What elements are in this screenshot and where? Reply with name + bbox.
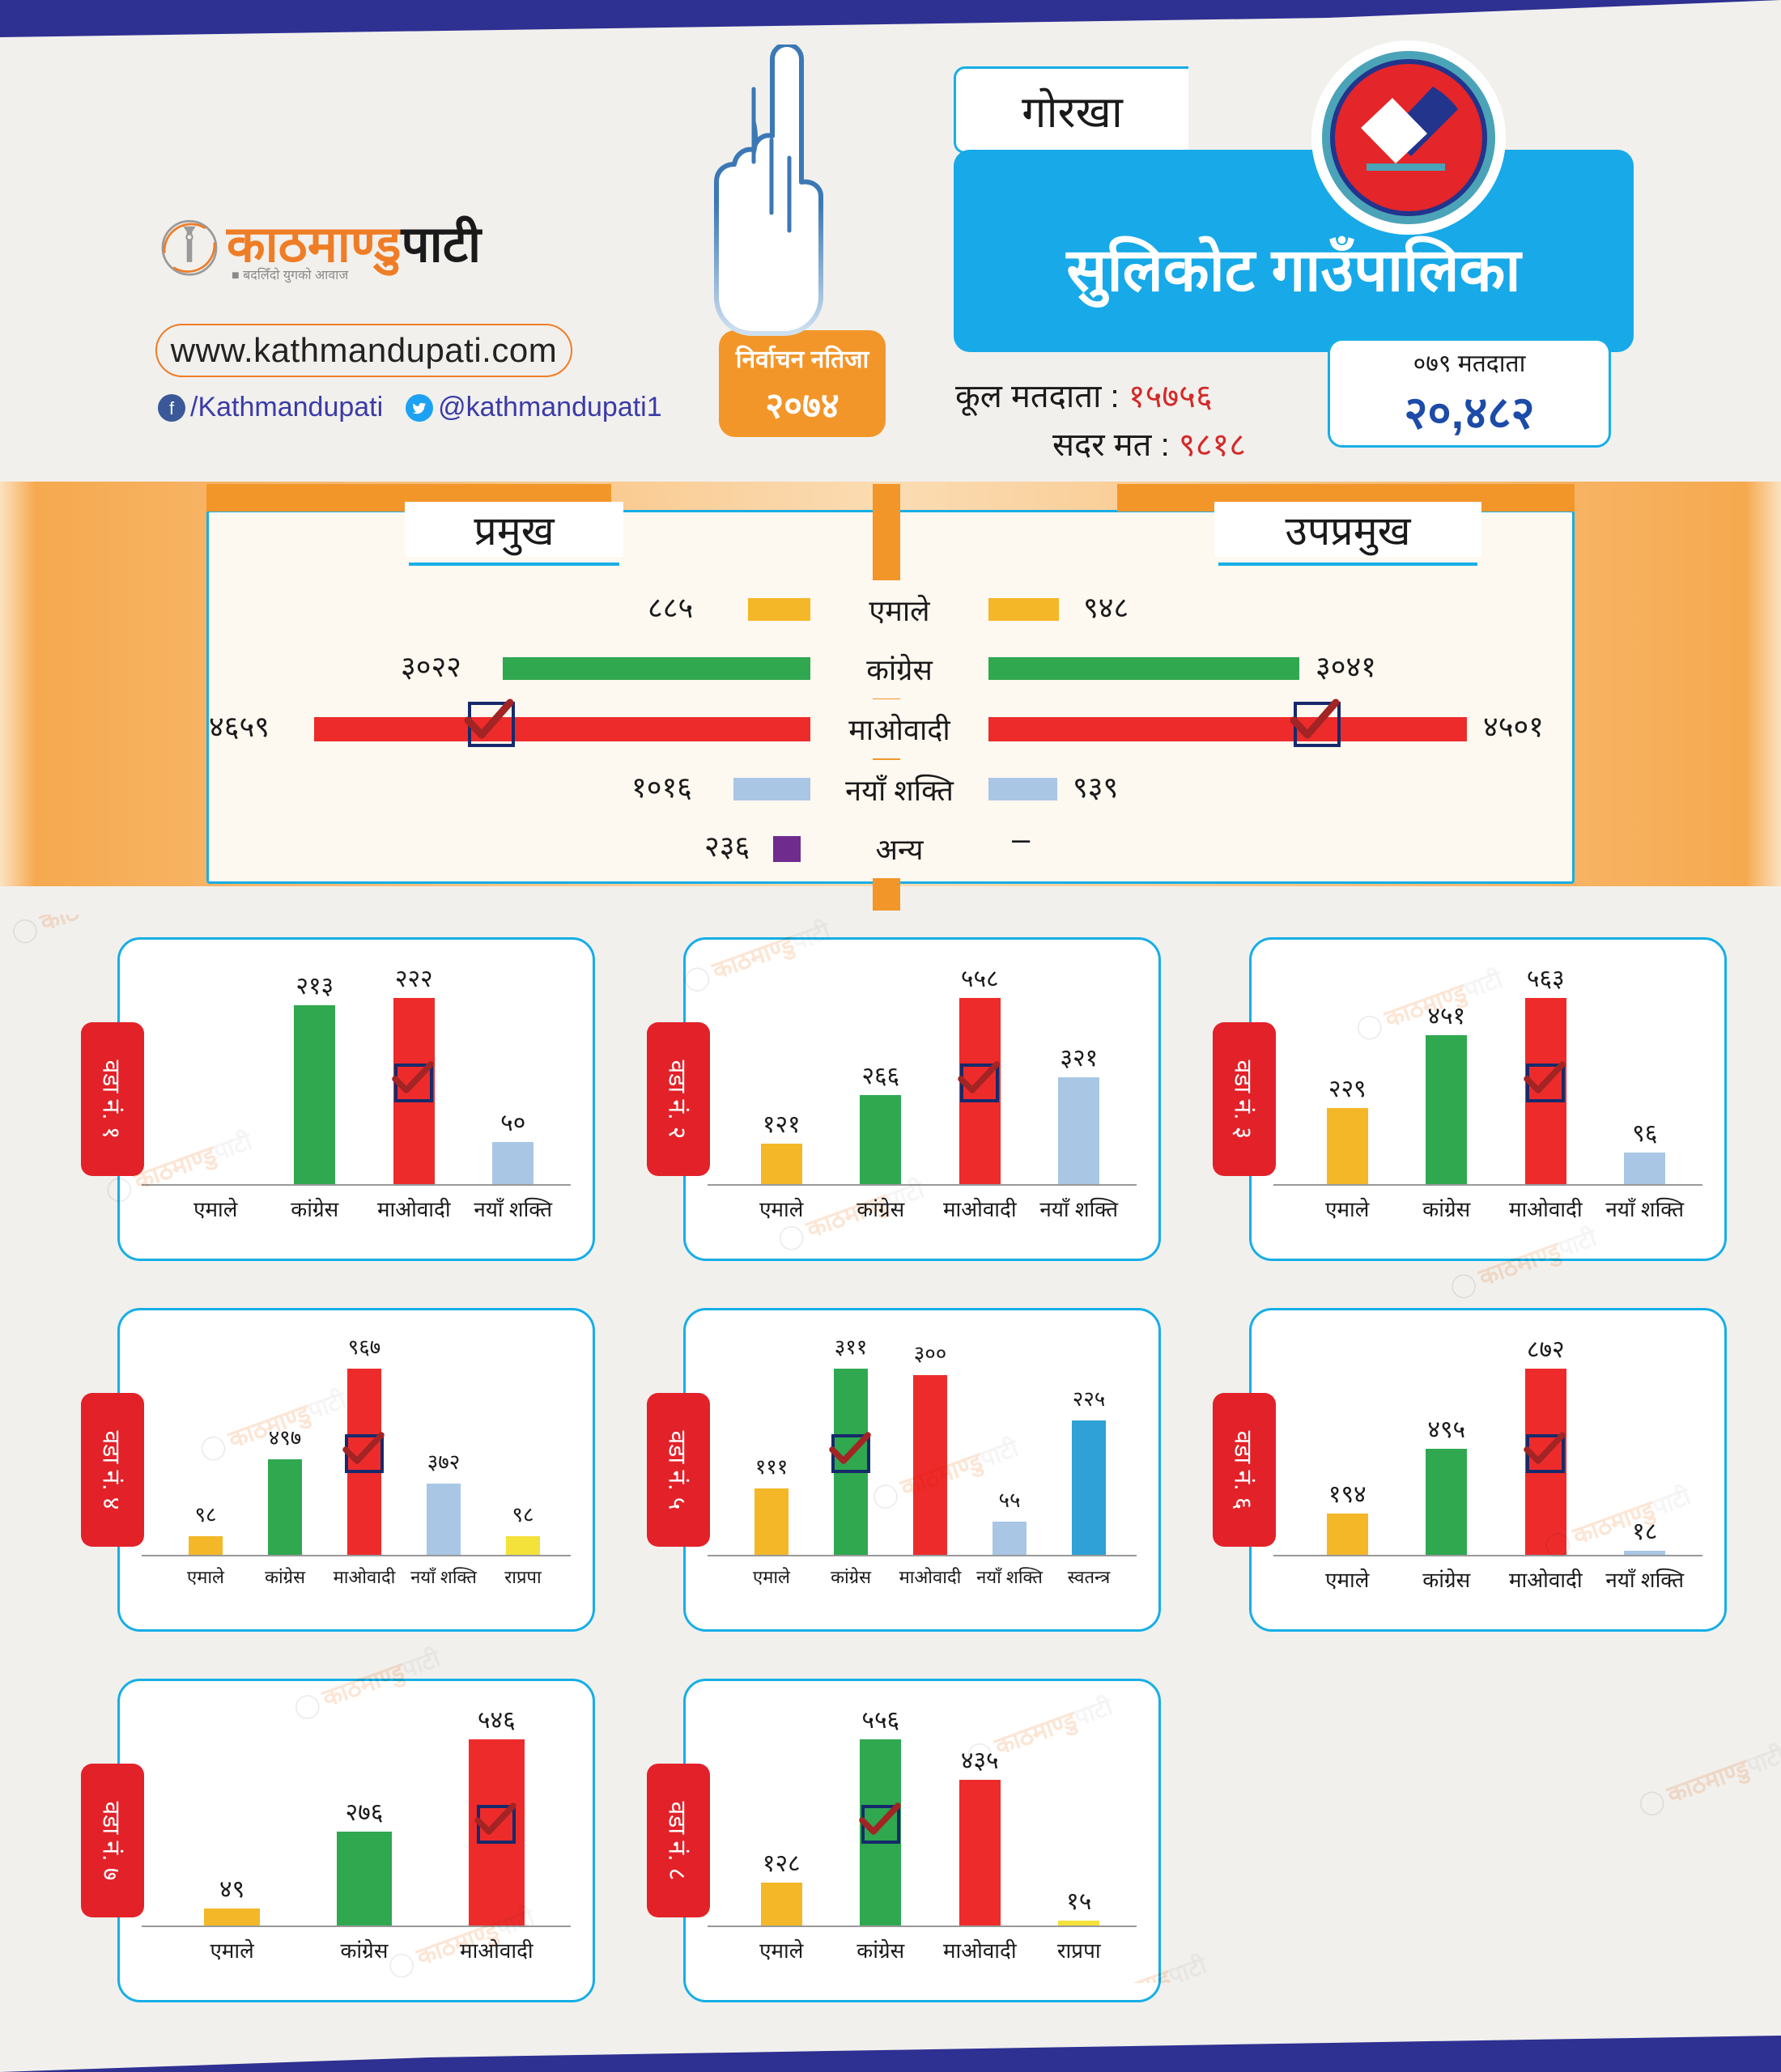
svg-text:f: f [169,398,175,418]
